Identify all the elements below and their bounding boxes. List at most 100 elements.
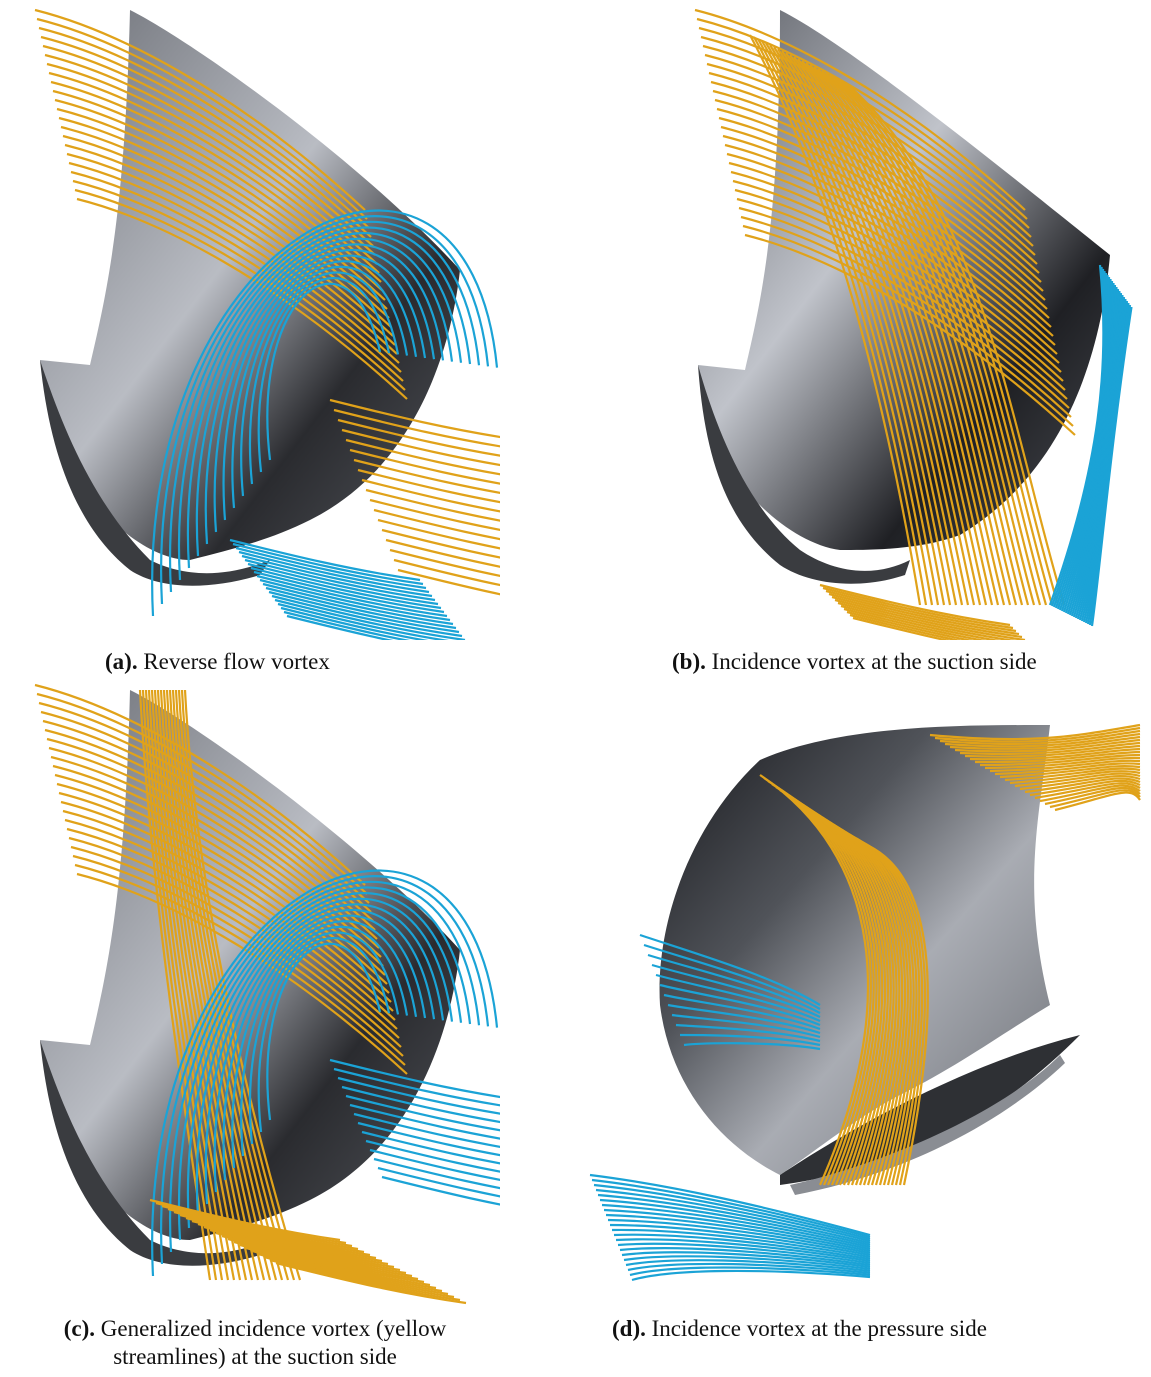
streamline-yellow [726, 152, 1058, 355]
streamline-yellow [60, 125, 392, 328]
streamline-blue [365, 1139, 500, 1173]
caption-b-text: Incidence vortex at the suction side [711, 649, 1037, 674]
streamline-yellow [841, 80, 1060, 606]
streamline-yellow [62, 809, 394, 1012]
caption-d-label: (d). [612, 1316, 646, 1341]
streamline-blue [369, 1148, 500, 1182]
streamline-blue [265, 586, 457, 630]
streamline-blue [240, 925, 409, 1157]
streamline-blue [277, 602, 450, 640]
streamline-yellow [177, 689, 290, 1281]
streamline-yellow [389, 548, 500, 577]
streamline-blue [605, 1213, 871, 1253]
streamline-yellow [40, 35, 372, 238]
streamline-blue [617, 1242, 871, 1265]
streamline-blue [229, 538, 421, 582]
streamline-yellow [934, 726, 1141, 743]
streamline-blue [159, 875, 490, 1265]
caption-c-label: (c). [63, 1316, 96, 1341]
streamline-yellow [183, 689, 302, 1281]
streamlines [34, 683, 500, 1305]
streamline-blue [186, 892, 463, 1229]
streamline-blue [623, 1255, 871, 1271]
streamline-yellow [929, 723, 1141, 741]
streamline-yellow [724, 143, 1056, 346]
streamline-yellow [1054, 791, 1141, 812]
streamline-blue [631, 1269, 871, 1282]
streamline-yellow [761, 40, 940, 606]
streamline-blue [151, 869, 499, 1277]
streamline-blue [241, 554, 433, 598]
streamline-yellow [959, 741, 1141, 756]
caption-b-label: (b). [672, 649, 706, 674]
streamline-yellow [793, 56, 988, 606]
streamlines [34, 8, 500, 640]
blade-hub [698, 365, 910, 584]
streamline-yellow [361, 478, 500, 513]
streamline-yellow [385, 538, 500, 568]
streamline-yellow [54, 98, 386, 301]
streamline-yellow [215, 1231, 407, 1275]
streamline-blue [274, 598, 466, 640]
streamline-yellow [785, 52, 976, 606]
streamline-blue [168, 220, 481, 593]
streamline-yellow [732, 179, 1064, 382]
streamline-yellow [233, 1240, 425, 1284]
streamline-yellow [257, 1252, 449, 1296]
streamline-yellow [150, 689, 236, 1281]
streamline-yellow [1029, 779, 1141, 797]
streamline-yellow [155, 1201, 347, 1245]
streamline-yellow [1034, 782, 1141, 800]
streamline-blue [595, 1188, 871, 1243]
streamline-yellow [1019, 774, 1141, 791]
streamline-yellow [72, 179, 404, 382]
streamline-blue [253, 570, 445, 614]
streamline-yellow [147, 689, 230, 1281]
streamline-blue [651, 963, 821, 1018]
streamline-yellow [66, 152, 398, 355]
streamline-yellow [742, 224, 1074, 427]
streamline-yellow [341, 428, 500, 467]
streamline-yellow [58, 791, 390, 994]
blade-surface [40, 10, 460, 560]
streamline-blue [621, 1251, 871, 1269]
streamline-yellow [50, 80, 382, 283]
streamline-blue [591, 1178, 871, 1239]
streamline-yellow [771, 783, 878, 1186]
streamline-yellow [789, 54, 982, 606]
caption-c-text-1: Generalized incidence vortex (yellow [100, 1316, 447, 1341]
streamline-blue [381, 1175, 500, 1206]
streamline-yellow [245, 1246, 437, 1290]
streamline-blue [231, 260, 418, 509]
streamline-blue [266, 942, 382, 1121]
streamline-yellow [353, 458, 500, 494]
caption-c: (c). Generalized incidence vortex (yello… [20, 1315, 490, 1371]
streamlines [694, 8, 1133, 640]
streamline-yellow [999, 764, 1141, 779]
streamline-yellow [40, 710, 372, 913]
streamline-blue [655, 973, 821, 1023]
streamline-blue [222, 254, 427, 521]
streamline-yellow [1024, 777, 1141, 794]
streamline-yellow [712, 89, 1044, 292]
blade-hub [40, 360, 270, 586]
caption-a: (a). Reverse flow vortex [105, 648, 365, 676]
streamline-yellow [72, 854, 404, 1057]
streamline-blue [195, 897, 454, 1217]
streamline-blue [238, 550, 430, 594]
streamline-yellow [168, 689, 272, 1281]
streamline-yellow [66, 827, 398, 1030]
streamline-blue [256, 574, 448, 618]
streamline-blue [639, 933, 821, 1006]
streamline-yellow [74, 188, 406, 391]
caption-d-text: Incidence vortex at the pressure side [651, 1316, 987, 1341]
streamline-blue [345, 1094, 500, 1132]
streamline-blue [329, 1058, 500, 1099]
caption-d: (d). Incidence vortex at the pressure si… [612, 1315, 1112, 1343]
streamline-blue [213, 248, 436, 533]
streamline-yellow [984, 756, 1141, 770]
streamline-yellow [1009, 770, 1141, 785]
streamline-blue [663, 993, 821, 1031]
streamline-blue [257, 937, 391, 1133]
streamline-blue [601, 1203, 871, 1249]
